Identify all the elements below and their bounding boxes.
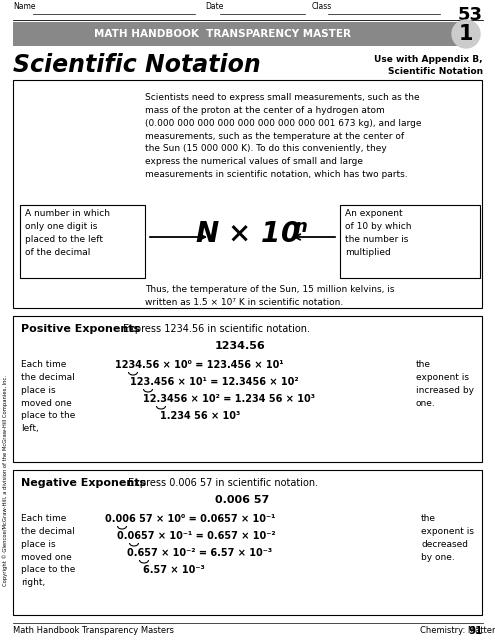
- Text: Date: Date: [205, 2, 223, 11]
- Text: Negative Exponents: Negative Exponents: [21, 478, 146, 488]
- Text: Express 0.006 57 in scientific notation.: Express 0.006 57 in scientific notation.: [128, 478, 318, 488]
- Bar: [13, 316, 482, 462]
- Text: Positive Exponents: Positive Exponents: [21, 324, 140, 334]
- Text: MATH HANDBOOK  TRANSPARENCY MASTER: MATH HANDBOOK TRANSPARENCY MASTER: [95, 29, 351, 39]
- Text: 91: 91: [469, 626, 483, 636]
- Text: An exponent
of 10 by which
the number is
multiplied: An exponent of 10 by which the number is…: [345, 209, 411, 257]
- Text: 0.0657 × 10⁻¹ = 0.657 × 10⁻²: 0.0657 × 10⁻¹ = 0.657 × 10⁻²: [117, 531, 276, 541]
- Text: Scientists need to express small measurements, such as the
mass of the proton at: Scientists need to express small measure…: [145, 93, 422, 179]
- Text: $\bfit{N}$ × $\bfit{10}$: $\bfit{N}$ × $\bfit{10}$: [196, 221, 301, 248]
- Text: 1: 1: [459, 24, 473, 44]
- Text: Class: Class: [312, 2, 332, 11]
- Bar: [13, 80, 482, 308]
- Bar: [13, 22, 457, 46]
- Text: 0.657 × 10⁻² = 6.57 × 10⁻³: 0.657 × 10⁻² = 6.57 × 10⁻³: [127, 548, 272, 558]
- Text: Name: Name: [13, 2, 36, 11]
- Text: Each time
the decimal
place is
moved one
place to the
right,: Each time the decimal place is moved one…: [21, 514, 75, 588]
- Text: Thus, the temperature of the Sun, 15 million kelvins, is
written as 1.5 × 10⁷ K : Thus, the temperature of the Sun, 15 mil…: [145, 285, 395, 307]
- Text: 12.3456 × 10² = 1.234 56 × 10³: 12.3456 × 10² = 1.234 56 × 10³: [143, 394, 315, 404]
- Text: 0.006 57: 0.006 57: [215, 495, 269, 505]
- Bar: [13, 470, 482, 615]
- Text: A number in which
only one digit is
placed to the left
of the decimal: A number in which only one digit is plac…: [25, 209, 110, 257]
- Text: Scientific Notation: Scientific Notation: [13, 53, 261, 77]
- Text: 53: 53: [458, 6, 483, 24]
- Bar: [340, 205, 480, 278]
- Text: the
exponent is
decreased
by one.: the exponent is decreased by one.: [421, 514, 474, 561]
- Text: the
exponent is
increased by
one.: the exponent is increased by one.: [416, 360, 474, 408]
- Bar: [20, 205, 145, 278]
- Text: Express 1234.56 in scientific notation.: Express 1234.56 in scientific notation.: [123, 324, 310, 334]
- Text: 1234.56: 1234.56: [215, 341, 266, 351]
- Text: 0.006 57 × 10⁰ = 0.0657 × 10⁻¹: 0.006 57 × 10⁰ = 0.0657 × 10⁻¹: [105, 514, 275, 524]
- Circle shape: [452, 20, 480, 48]
- Text: Copyright © Glencoe/McGraw-Hill, a division of the McGraw-Hill Companies, Inc.: Copyright © Glencoe/McGraw-Hill, a divis…: [2, 374, 8, 586]
- Text: 1234.56 × 10⁰ = 123.456 × 10¹: 1234.56 × 10⁰ = 123.456 × 10¹: [115, 360, 284, 370]
- Text: Use with Appendix B,
Scientific Notation: Use with Appendix B, Scientific Notation: [375, 55, 483, 77]
- Text: Chemistry: Matter and Change: Chemistry: Matter and Change: [420, 626, 495, 635]
- Text: $\bfit{n}$: $\bfit{n}$: [294, 218, 308, 236]
- Text: 6.57 × 10⁻³: 6.57 × 10⁻³: [143, 565, 205, 575]
- Text: Each time
the decimal
place is
moved one
place to the
left,: Each time the decimal place is moved one…: [21, 360, 75, 433]
- Text: Math Handbook Transparency Masters: Math Handbook Transparency Masters: [13, 626, 174, 635]
- Text: 123.456 × 10¹ = 12.3456 × 10²: 123.456 × 10¹ = 12.3456 × 10²: [130, 377, 298, 387]
- Text: 1.234 56 × 10³: 1.234 56 × 10³: [160, 411, 240, 421]
